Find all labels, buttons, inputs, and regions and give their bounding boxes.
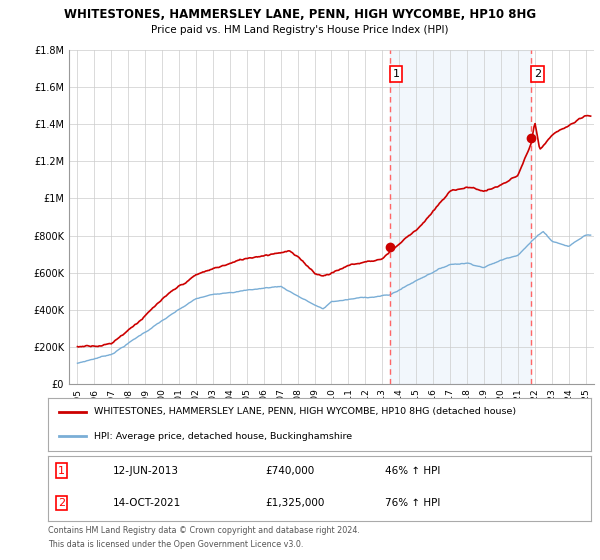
Text: Price paid vs. HM Land Registry's House Price Index (HPI): Price paid vs. HM Land Registry's House … (151, 25, 449, 35)
Text: 1: 1 (392, 69, 400, 79)
Text: Contains HM Land Registry data © Crown copyright and database right 2024.: Contains HM Land Registry data © Crown c… (48, 526, 360, 535)
Text: 1: 1 (58, 465, 65, 475)
Text: HPI: Average price, detached house, Buckinghamshire: HPI: Average price, detached house, Buck… (94, 432, 352, 441)
Text: 46% ↑ HPI: 46% ↑ HPI (385, 465, 440, 475)
Text: WHITESTONES, HAMMERSLEY LANE, PENN, HIGH WYCOMBE, HP10 8HG (detached house): WHITESTONES, HAMMERSLEY LANE, PENN, HIGH… (94, 408, 516, 417)
Text: £1,325,000: £1,325,000 (265, 498, 325, 508)
Text: This data is licensed under the Open Government Licence v3.0.: This data is licensed under the Open Gov… (48, 540, 304, 549)
Text: 14-OCT-2021: 14-OCT-2021 (113, 498, 181, 508)
Text: 2: 2 (58, 498, 65, 508)
Text: 12-JUN-2013: 12-JUN-2013 (113, 465, 179, 475)
Text: WHITESTONES, HAMMERSLEY LANE, PENN, HIGH WYCOMBE, HP10 8HG: WHITESTONES, HAMMERSLEY LANE, PENN, HIGH… (64, 8, 536, 21)
Text: 76% ↑ HPI: 76% ↑ HPI (385, 498, 440, 508)
Text: 2: 2 (534, 69, 541, 79)
Bar (390, 50, 531, 384)
Text: £740,000: £740,000 (265, 465, 314, 475)
